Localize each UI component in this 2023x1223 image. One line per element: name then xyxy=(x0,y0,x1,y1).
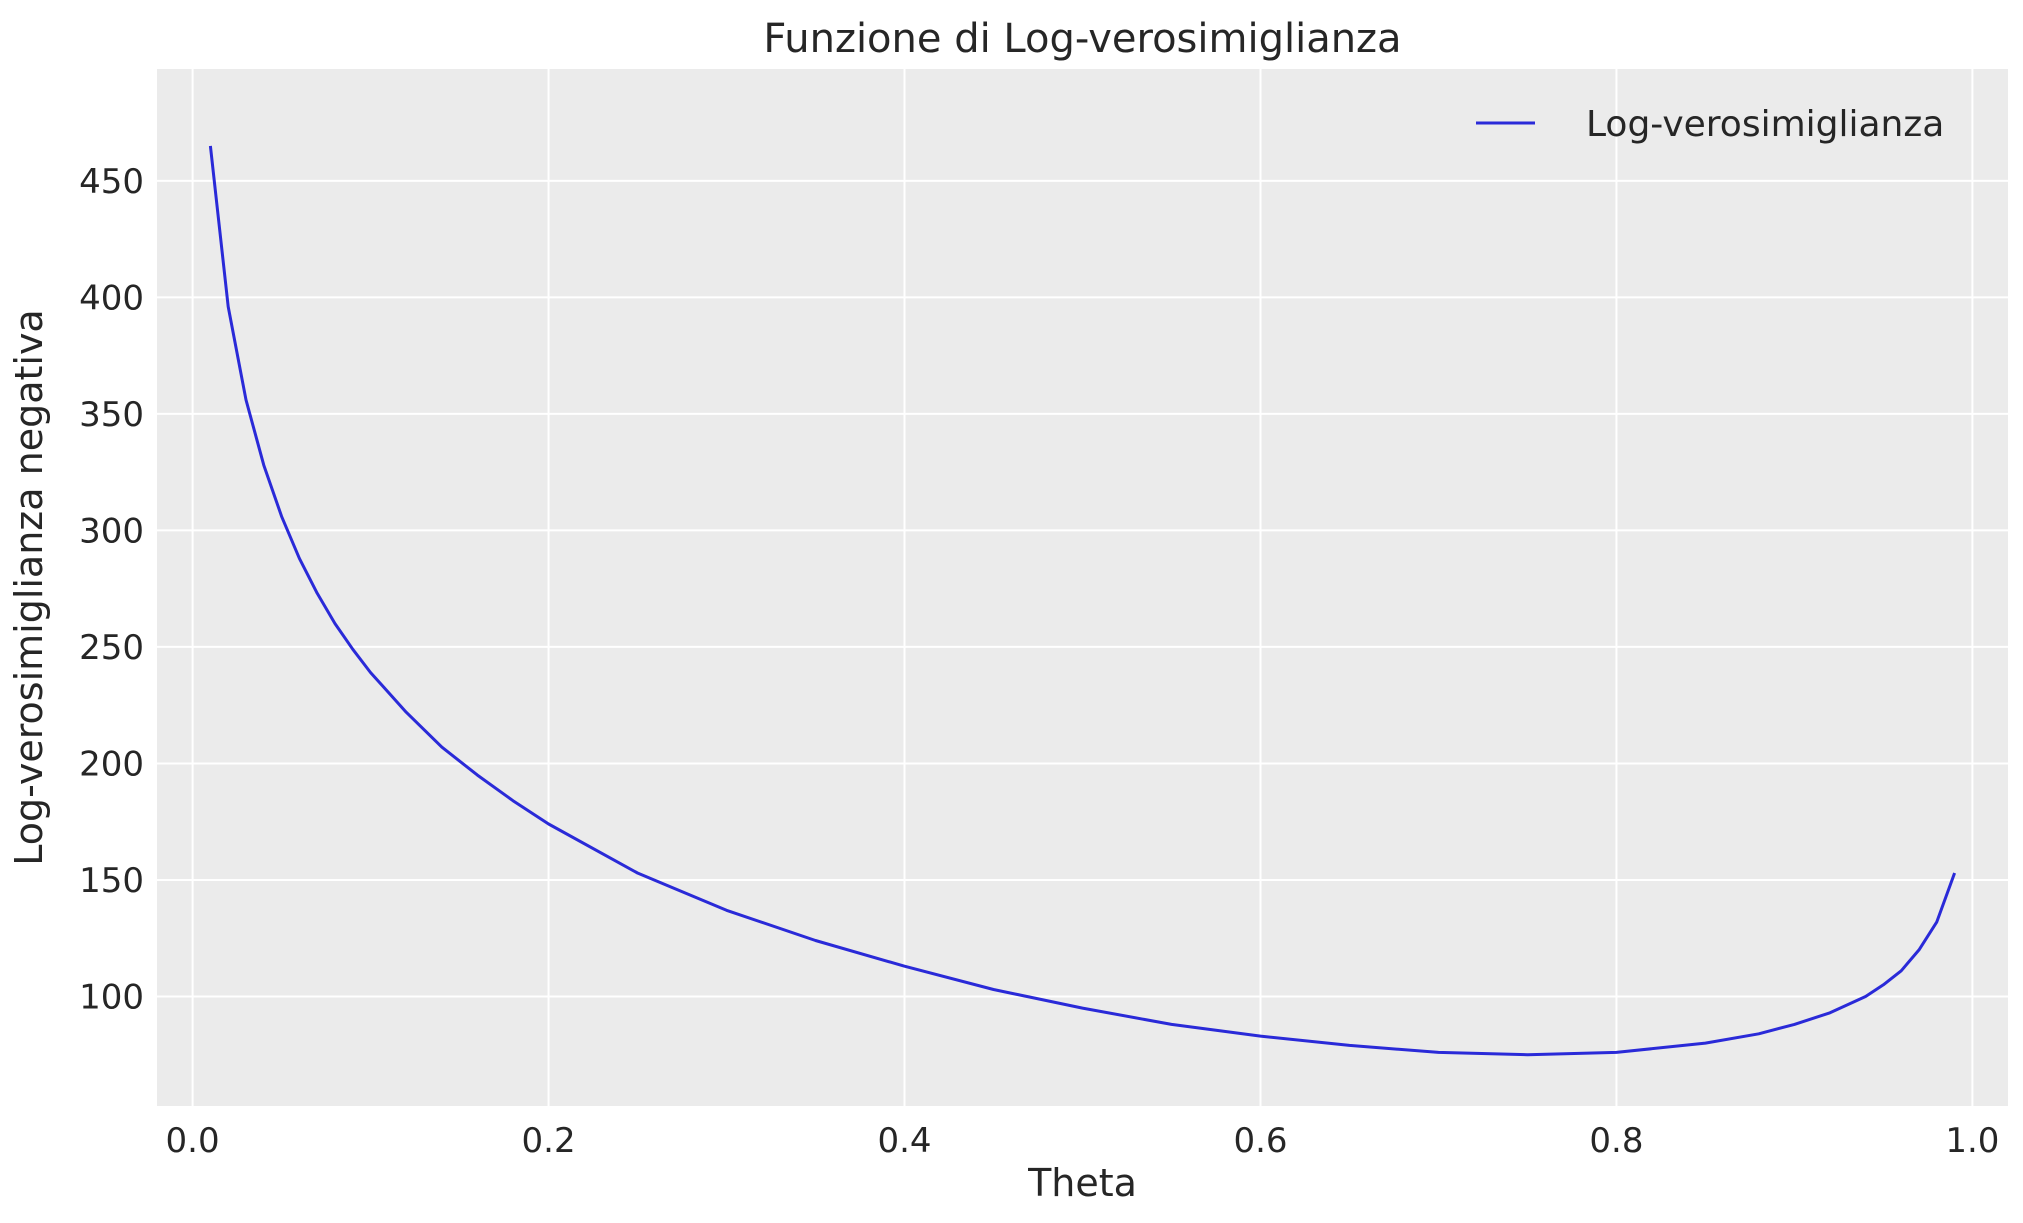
y-axis-label: Log-verosimiglianza negativa xyxy=(7,309,51,865)
x-tick-label: 1.0 xyxy=(1945,1121,1999,1161)
y-tick-label: 100 xyxy=(79,977,144,1017)
series-layer xyxy=(208,145,1957,1057)
series-line xyxy=(208,145,1957,1057)
y-tick-label: 450 xyxy=(79,162,144,202)
plot-area xyxy=(157,69,2008,1106)
grid xyxy=(157,69,2008,1106)
y-tick-label: 250 xyxy=(79,628,144,668)
legend-label: Log-verosimiglianza xyxy=(1586,104,1944,145)
y-axis-ticks: 100 150 200 250 300 350 400 450 xyxy=(79,162,144,1018)
y-tick-label: 200 xyxy=(79,744,144,784)
x-tick-label: 0.0 xyxy=(166,1121,220,1161)
x-axis-label: Theta xyxy=(1027,1161,1137,1205)
legend: Log-verosimiglianza xyxy=(1476,104,1944,145)
x-tick-label: 0.4 xyxy=(877,1121,931,1161)
y-tick-label: 150 xyxy=(79,861,144,901)
y-tick-label: 300 xyxy=(79,511,144,551)
x-tick-label: 0.8 xyxy=(1589,1121,1643,1161)
y-tick-label: 350 xyxy=(79,395,144,435)
chart-title: Funzione di Log-verosimiglianza xyxy=(763,16,1401,62)
x-tick-label: 0.6 xyxy=(1233,1121,1287,1161)
x-tick-label: 0.2 xyxy=(522,1121,576,1161)
y-tick-label: 400 xyxy=(79,278,144,318)
x-axis-ticks: 0.0 0.2 0.4 0.6 0.8 1.0 xyxy=(166,1121,2000,1161)
